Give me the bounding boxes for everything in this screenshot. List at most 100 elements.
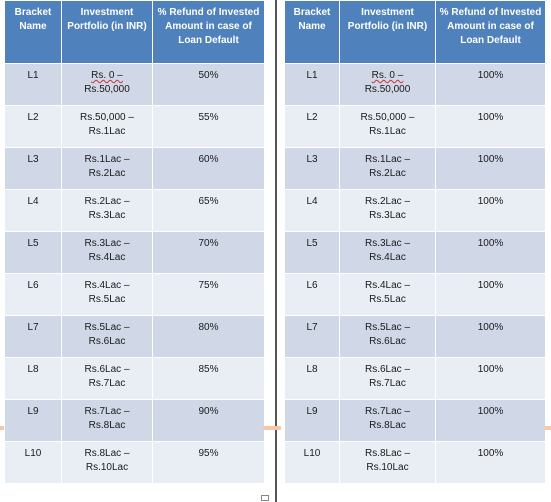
portfolio-range-to: Rs.2Lac [369,168,406,179]
portfolio-range-cell: Rs.8Lac – Rs.10Lac [339,441,436,484]
refund-percent-cell: 75% [152,273,265,316]
refund-percent-cell: 50% [152,63,265,106]
portfolio-range-to: Rs.5Lac [88,294,126,305]
resize-handle-icon[interactable] [261,495,269,501]
portfolio-range-to: Rs.10Lac [85,462,129,473]
table-row: L6 Rs.4Lac – Rs.5Lac 75% [4,273,265,316]
portfolio-range-from: Rs.2Lac – [84,196,130,207]
portfolio-range-cell: Rs.2Lac – Rs.3Lac [61,189,153,232]
refund-percent-cell: 100% [435,105,546,148]
portfolio-range-from: Rs.50,000 – [80,112,134,123]
portfolio-range-cell: Rs. 0 – Rs.50,000 [339,63,436,106]
portfolio-range-to: Rs.50,000 [84,84,130,95]
refund-percent-cell: 60% [152,147,265,190]
portfolio-range-to: Rs.3Lac [369,210,406,221]
portfolio-range-from: Rs.6Lac – [84,364,130,375]
portfolio-range-from: Rs.2Lac – [364,196,411,207]
portfolio-range-from: Rs.8Lac – [84,448,130,459]
portfolio-range-from: Rs.50,000 – [360,112,415,123]
table-row: L2 Rs.50,000 – Rs.1Lac 55% [4,105,265,148]
refund-percent-cell: 100% [435,441,546,484]
portfolio-range-from: Rs.6Lac – [364,364,411,375]
refund-percent-cell: 100% [435,315,546,358]
left-panel: Bracket Name Investment Portfolio (in IN… [4,0,265,484]
portfolio-range-from: Rs.4Lac – [84,280,130,291]
bracket-name-cell: L7 [284,315,340,358]
portfolio-range-cell: Rs.7Lac – Rs.8Lac [61,399,153,442]
refund-percent-cell: 55% [152,105,265,148]
portfolio-range-to: Rs.7Lac [88,378,126,389]
decorative-orange-mark [545,426,551,430]
decorative-orange-mark [0,426,4,430]
bracket-name-cell: L3 [284,147,340,190]
refund-percent-cell: 100% [435,231,546,274]
bracket-name-cell: L5 [284,231,340,274]
header-investment-portfolio: Investment Portfolio (in INR) [339,0,436,64]
decorative-orange-mark [263,426,281,430]
bracket-name-cell: L5 [4,231,62,274]
portfolio-range-cell: Rs.1Lac – Rs.2Lac [339,147,436,190]
bracket-name-cell: L8 [284,357,340,400]
bracket-name-cell: L7 [4,315,62,358]
portfolio-range-from: Rs.7Lac – [84,406,130,417]
table-row: L7 Rs.5Lac – Rs.6Lac 100% [284,315,546,358]
refund-percent-cell: 70% [152,231,265,274]
table-row: L5 Rs.3Lac – Rs.4Lac 70% [4,231,265,274]
bracket-name-cell: L2 [4,105,62,148]
bracket-name-cell: L6 [4,273,62,316]
portfolio-range-from: Rs.4Lac – [364,280,411,291]
portfolio-range-cell: Rs.4Lac – Rs.5Lac [61,273,153,316]
bracket-name-cell: L1 [284,63,340,106]
refund-percent-cell: 85% [152,357,265,400]
bracket-name-cell: L9 [284,399,340,442]
right-panel: Bracket Name Investment Portfolio (in IN… [284,0,546,484]
portfolio-range-to: Rs.4Lac [369,252,406,263]
portfolio-range-cell: Rs.6Lac – Rs.7Lac [61,357,153,400]
portfolio-range-cell: Rs.8Lac – Rs.10Lac [61,441,153,484]
header-refund-percent: % Refund of Invested Amount in case of L… [152,0,265,64]
table-row: L3 Rs.1Lac – Rs.2Lac 100% [284,147,546,190]
bracket-name-cell: L10 [284,441,340,484]
table-row: L3 Rs.1Lac – Rs.2Lac 60% [4,147,265,190]
spellcheck-flagged-text: Rs. 0 – [371,70,404,81]
bracket-name-cell: L4 [284,189,340,232]
right-table-body: L1 Rs. 0 – Rs.50,000 100% L2 Rs.50,000 – Rs.1L… [284,63,546,484]
portfolio-range-to: Rs.8Lac [88,420,126,431]
portfolio-range-from: Rs.8Lac – [364,448,411,459]
bracket-name-cell: L6 [284,273,340,316]
portfolio-range-to: Rs.1Lac [369,126,406,137]
header-investment-portfolio: Investment Portfolio (in INR) [61,0,153,64]
portfolio-range-cell: Rs.3Lac – Rs.4Lac [339,231,436,274]
refund-percent-cell: 100% [435,273,546,316]
portfolio-range-from: Rs. 0 – [65,69,149,83]
table-row: L8 Rs.6Lac – Rs.7Lac 85% [4,357,265,400]
portfolio-range-to: Rs.1Lac [88,126,126,137]
portfolio-range-to: Rs.5Lac [369,294,406,305]
refund-percent-cell: 100% [435,189,546,232]
panel-divider [275,0,277,502]
portfolio-range-to: Rs.6Lac [369,336,406,347]
portfolio-range-to: Rs.8Lac [369,420,406,431]
table-header-row: Bracket Name Investment Portfolio (in IN… [284,0,546,64]
bracket-name-cell: L8 [4,357,62,400]
bracket-name-cell: L1 [4,63,62,106]
bracket-name-cell: L4 [4,189,62,232]
portfolio-range-from: Rs.1Lac – [364,154,411,165]
header-bracket-name: Bracket Name [284,0,340,64]
table-row: L6 Rs.4Lac – Rs.5Lac 100% [284,273,546,316]
table-row: L1 Rs. 0 – Rs.50,000 100% [284,63,546,106]
portfolio-range-to: Rs.50,000 [364,84,411,95]
portfolio-range-cell: Rs.4Lac – Rs.5Lac [339,273,436,316]
portfolio-range-cell: Rs.5Lac – Rs.6Lac [61,315,153,358]
refund-percent-cell: 90% [152,399,265,442]
portfolio-range-cell: Rs.50,000 – Rs.1Lac [339,105,436,148]
portfolio-range-from: Rs.3Lac – [364,238,411,249]
portfolio-range-cell: Rs.5Lac – Rs.6Lac [339,315,436,358]
table-row: L5 Rs.3Lac – Rs.4Lac 100% [284,231,546,274]
spellcheck-flagged-text: Rs. 0 – [91,70,123,81]
portfolio-range-cell: Rs.6Lac – Rs.7Lac [339,357,436,400]
portfolio-range-cell: Rs.7Lac – Rs.8Lac [339,399,436,442]
refund-percent-cell: 95% [152,441,265,484]
portfolio-range-from: Rs.5Lac – [364,322,411,333]
table-header-row: Bracket Name Investment Portfolio (in IN… [4,0,265,64]
